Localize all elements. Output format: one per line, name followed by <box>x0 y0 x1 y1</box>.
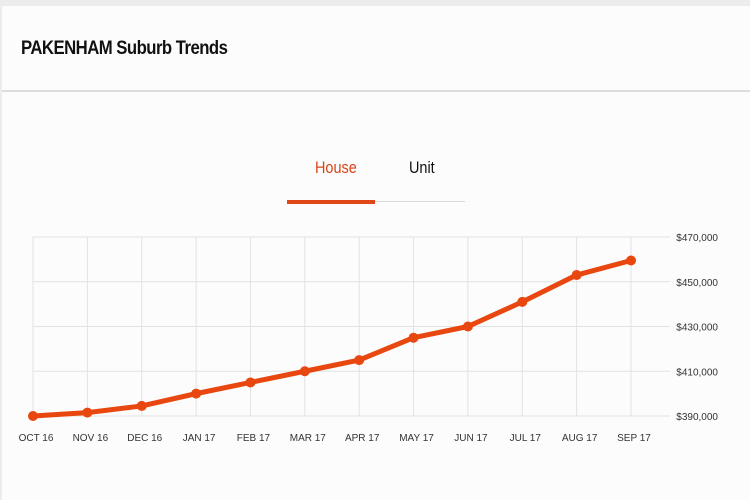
data-point <box>28 411 38 421</box>
x-tick-label: NOV 16 <box>73 433 109 444</box>
x-tick-label: JUN 17 <box>454 433 488 444</box>
tab-unit[interactable]: Unit <box>409 158 435 177</box>
y-tick-label: $450,000 <box>676 278 718 289</box>
data-point <box>299 366 310 377</box>
x-tick-label: DEC 16 <box>127 433 162 444</box>
x-tick-label: FEB 17 <box>237 433 271 444</box>
x-tick-label: JUL 17 <box>510 433 542 444</box>
page-title: PAKENHAM Suburb Trends <box>21 38 228 59</box>
data-point <box>136 400 147 411</box>
x-tick-label: APR 17 <box>345 433 380 444</box>
data-point <box>82 407 93 418</box>
x-tick-label: AUG 17 <box>562 433 598 444</box>
data-point <box>626 255 636 266</box>
tab-underline <box>287 201 465 202</box>
data-point <box>462 321 473 332</box>
data-point <box>354 355 365 366</box>
x-tick-label: OCT 16 <box>19 433 54 444</box>
y-tick-label: $430,000 <box>676 323 718 334</box>
property-type-tabs: House Unit <box>285 150 465 206</box>
data-point <box>571 270 582 281</box>
x-tick-label: MAY 17 <box>399 433 434 444</box>
data-point <box>245 377 256 388</box>
tab-active-indicator <box>287 200 375 204</box>
x-tick-label: SEP 17 <box>617 433 651 444</box>
x-tick-label: MAR 17 <box>290 433 327 444</box>
y-tick-label: $390,000 <box>676 412 718 423</box>
x-tick-label: JAN 17 <box>183 433 216 444</box>
data-point <box>408 332 419 343</box>
tab-house[interactable]: House <box>315 158 357 177</box>
series-line-house <box>30 257 634 419</box>
y-tick-label: $410,000 <box>676 367 718 378</box>
data-point <box>517 296 528 307</box>
data-point <box>191 388 202 399</box>
card-header: PAKENHAM Suburb Trends <box>2 6 750 92</box>
y-tick-label: $470,000 <box>676 233 718 244</box>
trends-card: PAKENHAM Suburb Trends <box>2 6 750 500</box>
